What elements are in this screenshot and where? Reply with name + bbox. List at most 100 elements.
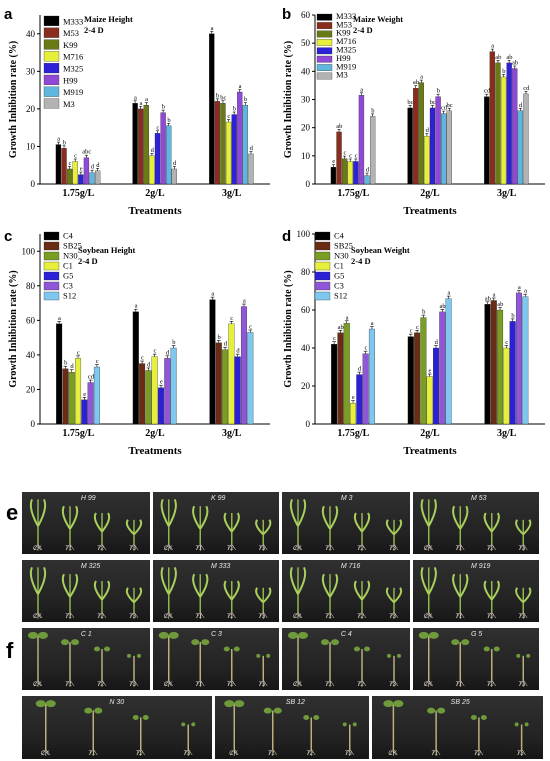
bar-K99 [418, 82, 424, 185]
y-tick-label: 50 [301, 38, 311, 48]
y-axis-label: Growth Inhibition rate (%) [283, 41, 294, 158]
bar-M325 [154, 133, 161, 185]
plant-roots [129, 543, 139, 551]
plant-photo: CK T1 T2 T3 C 1 [22, 628, 150, 690]
plant-roots [136, 748, 145, 756]
bar-N30 [420, 317, 427, 425]
maize-leaf [37, 566, 47, 595]
y-axis-label: Growth Inhibition rate (%) [283, 270, 294, 387]
y-tick-label: 10 [26, 141, 36, 151]
maize-leaf [262, 519, 272, 536]
y-tick-label: 80 [301, 267, 311, 277]
panel-label-d: d [282, 228, 292, 245]
soy-leaf [364, 646, 370, 652]
significance-letter: ab [336, 123, 342, 130]
legend-swatch-K99 [43, 39, 60, 50]
legend-title: Maize Weight [353, 14, 403, 24]
bar-M325 [506, 62, 512, 185]
treatment-label: CK [33, 682, 42, 688]
treatment-label: CK [33, 546, 42, 552]
bar-M53 [214, 101, 221, 185]
plant-drawing [29, 566, 143, 619]
plant-roots [517, 748, 526, 756]
soy-leaf [84, 707, 93, 714]
plant-roots [268, 748, 277, 756]
significance-letter: c [96, 358, 99, 365]
soy-leaf [158, 631, 169, 639]
soy-leaf [354, 646, 360, 652]
maize-leaf [515, 587, 524, 604]
legend-swatch-H99 [316, 55, 333, 63]
bar-C3 [515, 292, 522, 425]
plant-photo: CK T1 T2 T3 M 333 [153, 560, 279, 622]
significance-letter: c [249, 323, 252, 330]
legend-label-C4: C4 [334, 231, 345, 241]
maize-leaf [427, 566, 437, 595]
maize-leaf [427, 498, 437, 527]
legend-label-M3: M3 [336, 70, 348, 80]
maize-leaf [393, 519, 403, 536]
legend-label-H99: H99 [63, 75, 78, 85]
bar-C4 [132, 311, 139, 425]
treatment-label: T3 [258, 614, 266, 620]
soy-leaf [383, 700, 394, 708]
plant-drawing [158, 631, 271, 687]
legend-swatch-C4 [314, 231, 331, 241]
significance-letter: d [70, 363, 74, 370]
bar-M716 [225, 121, 232, 185]
treatment-label: CK [423, 546, 433, 552]
bar-M919 [166, 125, 172, 185]
bar-M333 [132, 103, 138, 185]
bar-C4 [484, 304, 491, 425]
soy-leaf [303, 715, 310, 720]
bar-N30 [343, 323, 350, 425]
significance-letter: d [166, 349, 170, 356]
bar-H99 [237, 91, 243, 185]
treatment-label: T2 [357, 682, 365, 688]
treatment-label: T3 [516, 751, 524, 757]
significance-letter: a [491, 43, 494, 50]
bar-M3 [369, 116, 376, 185]
soy-leaf [288, 631, 298, 639]
legend-swatch-M919 [43, 86, 60, 97]
significance-letter: e [332, 158, 335, 165]
photo-row: CK T1 T2 T3 H 99 CK T1 T2 T3 K 99 CK T1 T2 T3 M 3 CK T1 T… [22, 492, 539, 554]
soy-leaf [273, 707, 282, 714]
plant-drawing [224, 700, 357, 756]
maize-leaf [385, 587, 395, 604]
significance-letter: a [140, 100, 143, 107]
plant-roots [227, 679, 236, 687]
legend-swatch-M3 [43, 98, 60, 109]
soy-leaf [342, 722, 347, 727]
legend-label-M53: M53 [63, 28, 79, 38]
chart-b-svg: 0 10 20 30 40 50 60 Growth Inhibition rate (%) e… [283, 10, 545, 217]
significance-letter: ab [338, 324, 344, 331]
treatment-label: T2 [226, 614, 234, 620]
plant-roots [184, 748, 193, 756]
significance-letter: b [172, 339, 175, 346]
plant-roots [259, 543, 268, 551]
legend-label-M53: M53 [336, 19, 352, 29]
bar-K99 [220, 103, 226, 185]
legend-label-C3: C3 [334, 281, 344, 291]
maize-leaf [361, 512, 371, 533]
soy-leaf [461, 639, 470, 646]
bar-G5 [81, 399, 88, 425]
legend-swatch-C3 [314, 281, 331, 291]
legend-swatch-M716 [316, 39, 333, 46]
significance-letter: c [227, 113, 230, 120]
plant-drawing [420, 566, 532, 619]
maize-leaf [230, 580, 240, 601]
plant-roots [65, 543, 75, 551]
y-tick-label: 10 [301, 151, 311, 161]
legend-label-S12: S12 [334, 291, 347, 301]
significance-letter: a [134, 94, 137, 101]
significance-letter: d [358, 366, 362, 373]
plant-roots [293, 679, 303, 687]
photo-title: M 3 [340, 495, 353, 502]
treatment-label: T1 [431, 751, 439, 757]
soy-leaf [514, 722, 519, 727]
significance-letter: abc [82, 149, 91, 156]
bar-SB25 [337, 332, 344, 425]
